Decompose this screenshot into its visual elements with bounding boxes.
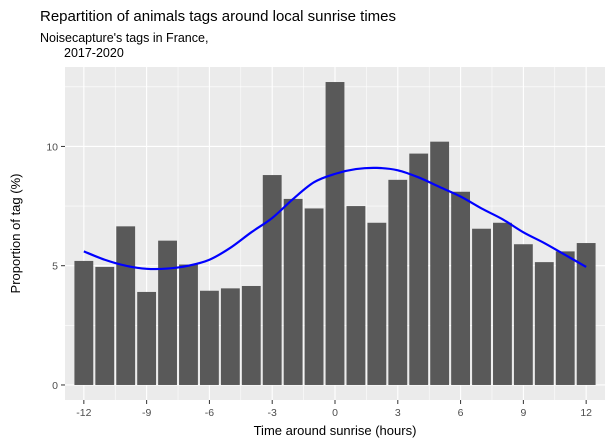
bar: [493, 222, 512, 385]
bar: [137, 291, 157, 385]
bar: [451, 191, 470, 385]
bar: [430, 141, 450, 385]
bar: [262, 175, 282, 385]
bar: [409, 153, 429, 385]
bar: [158, 240, 177, 385]
bar: [576, 243, 596, 385]
bar: [325, 82, 345, 385]
subtitle-line-2: 2017-2020: [64, 46, 124, 60]
x-tick-label: -3: [268, 407, 277, 419]
smooth-trend-line: [83, 166, 587, 271]
bar: [534, 262, 554, 385]
chart-title: Repartition of animals tags around local…: [40, 8, 397, 25]
bar: [220, 288, 240, 385]
y-tick-label: 10: [46, 141, 58, 153]
bar: [388, 179, 408, 385]
x-tick-label: 0: [332, 407, 338, 419]
bar: [179, 264, 198, 385]
bar: [200, 290, 219, 385]
bars: [74, 82, 596, 385]
chart-subtitle: Noisecapture's tags in France, 2017-2020: [40, 31, 208, 61]
bar: [241, 285, 261, 385]
bar: [95, 266, 115, 385]
y-tick-label: 5: [52, 261, 58, 273]
bar: [513, 244, 533, 385]
y-axis-title: Proportion of tag (%): [8, 174, 23, 294]
x-tick-label: -6: [205, 407, 214, 419]
x-tick-label: -12: [76, 407, 91, 419]
subtitle-line-1: Noisecapture's tags in France,: [40, 31, 209, 45]
bar: [472, 228, 491, 385]
bar: [283, 198, 303, 385]
bar: [74, 260, 94, 385]
x-tick-label: -9: [142, 407, 151, 419]
x-tick-label: 9: [520, 407, 526, 419]
x-axis-ticks: -12 -9 -6 -3 0 3 6 9 12: [76, 400, 592, 419]
y-tick-label: 0: [52, 380, 58, 392]
x-tick-label: 3: [395, 407, 401, 419]
x-tick-label: 12: [580, 407, 592, 419]
bar: [346, 206, 366, 385]
x-tick-label: 6: [458, 407, 464, 419]
x-axis-title: Time around sunrise (hours): [254, 423, 417, 438]
bar: [116, 226, 136, 385]
y-axis-ticks: 0 5 10: [46, 141, 65, 392]
bar: [304, 208, 324, 385]
bar: [555, 251, 575, 385]
bar: [367, 222, 387, 385]
